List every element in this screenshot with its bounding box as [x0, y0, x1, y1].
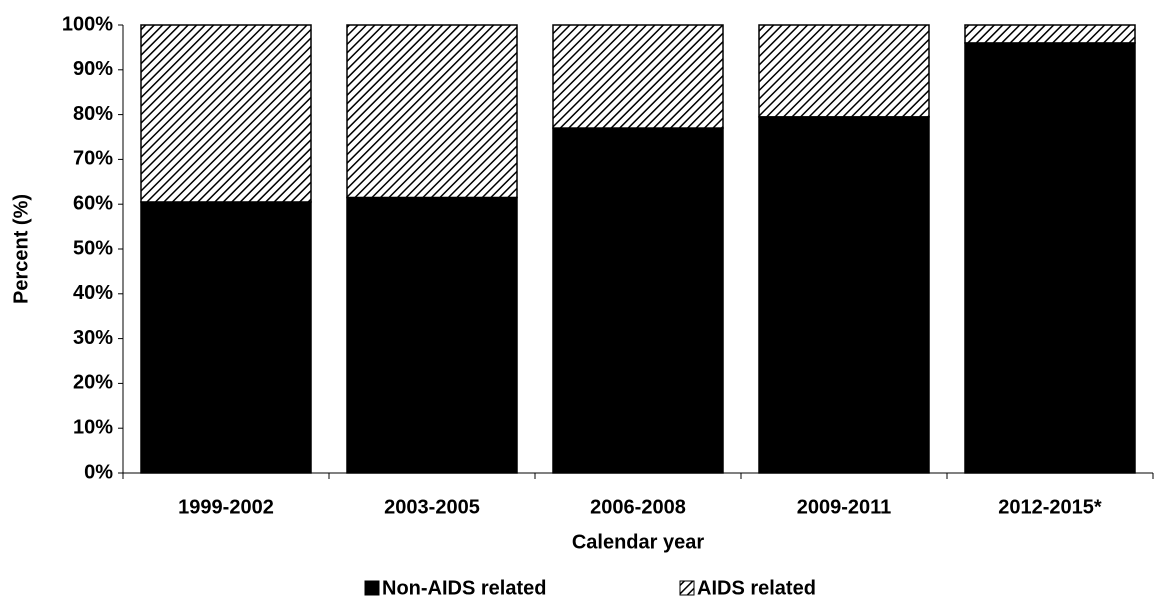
bar-segment: [140, 24, 312, 203]
legend-label: Non-AIDS related: [382, 577, 546, 599]
y-tick-label: 40%: [73, 282, 113, 304]
bar-segment: [346, 196, 518, 474]
y-tick-label: 70%: [73, 148, 113, 170]
x-axis-title: Calendar year: [572, 531, 705, 553]
y-tick-label: 60%: [73, 192, 113, 214]
legend-label: AIDS related: [697, 577, 816, 599]
legend-swatch: [364, 580, 380, 596]
y-axis-title: Percent (%): [10, 194, 32, 304]
bar-segment: [552, 24, 724, 129]
bar-segment: [758, 116, 930, 474]
y-tick-label: 10%: [73, 416, 113, 438]
y-tick-label: 90%: [73, 58, 113, 80]
bar-segment: [964, 24, 1136, 44]
bar-segment: [346, 24, 518, 199]
bar-segment: [964, 42, 1136, 474]
y-tick-label: 100%: [62, 13, 113, 35]
y-tick-label: 0%: [84, 461, 113, 483]
x-tick-label: 2009-2011: [797, 496, 892, 518]
y-tick-label: 20%: [73, 372, 113, 394]
x-tick-label: 2012-2015*: [998, 496, 1102, 518]
y-tick-label: 30%: [73, 327, 113, 349]
x-tick-label: 2006-2008: [590, 496, 686, 518]
y-tick-label: 80%: [73, 103, 113, 125]
x-tick-label: 1999-2002: [178, 496, 274, 518]
x-tick-label: 2003-2005: [384, 496, 480, 518]
bar-segment: [140, 201, 312, 474]
bar-segment: [758, 24, 930, 118]
y-tick-label: 50%: [73, 237, 113, 259]
legend-swatch: [679, 580, 695, 596]
bar-segment: [552, 127, 724, 474]
